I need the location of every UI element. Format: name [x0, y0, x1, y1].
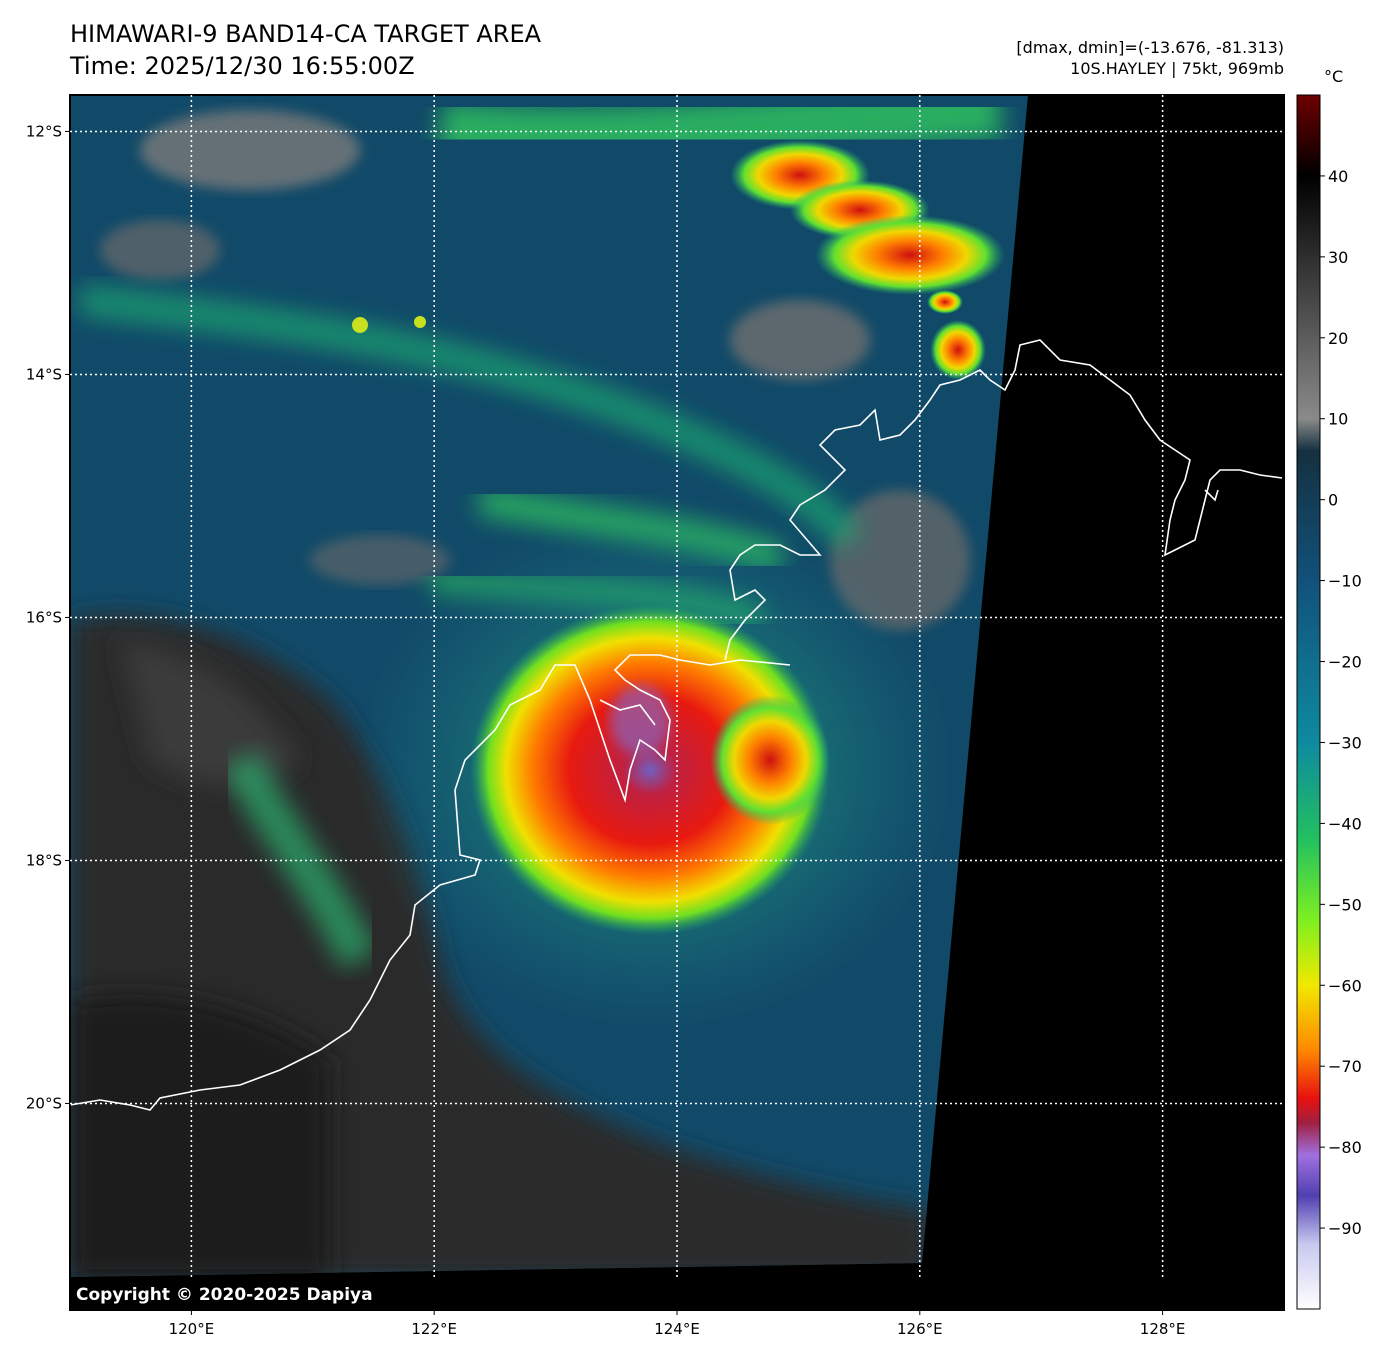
lat-tick-label: 12°S: [26, 122, 62, 140]
lon-tick-label: 122°E: [411, 1320, 457, 1338]
colorbar-tick-label: 10: [1328, 410, 1348, 429]
colorbar-tick-label: −80: [1328, 1138, 1362, 1157]
copyright-text: Copyright © 2020-2025 Dapiya: [76, 1285, 373, 1305]
coastline: [70, 339, 1283, 1111]
figure-time: Time: 2025/12/30 16:55:00Z: [70, 52, 415, 80]
lat-tick-label: 16°S: [26, 608, 62, 626]
storm-info: 10S.HAYLEY | 75kt, 969mb: [1070, 59, 1284, 78]
longitude-ticks: 120°E 122°E 124°E 126°E 128°E: [169, 1310, 1186, 1338]
lat-tick-label: 18°S: [26, 851, 62, 869]
lat-tick-label: 14°S: [26, 365, 62, 383]
lat-tick-label: 20°S: [26, 1094, 62, 1112]
colorbar-tick-label: 0: [1328, 491, 1338, 510]
map-imagery: [70, 95, 1284, 1310]
gridlines: [70, 95, 1284, 1310]
lon-tick-label: 126°E: [897, 1320, 943, 1338]
colorbar-ticks: 40 30 20 10 0 −10 −20 −30 −40 −50 −60 −70 −80 −90: [1320, 167, 1362, 1238]
colorbar-tick-label: 40: [1328, 167, 1348, 186]
colorbar-tick-label: −20: [1328, 653, 1362, 672]
colorbar-tick-label: −30: [1328, 733, 1362, 752]
colorbar-tick-label: −90: [1328, 1219, 1362, 1238]
ir-swath: [70, 95, 1028, 1277]
figure-title: HIMAWARI-9 BAND14-CA TARGET AREA: [70, 20, 542, 48]
latitude-ticks: 12°S 14°S 16°S 18°S 20°S: [26, 122, 70, 1112]
copyright-band: [71, 1280, 1283, 1309]
colorbar-tick-label: −50: [1328, 895, 1362, 914]
lon-tick-label: 120°E: [169, 1320, 215, 1338]
colorbar-tick-label: 30: [1328, 248, 1348, 267]
temperature-range: [dmax, dmin]=(-13.676, -81.313): [1016, 38, 1284, 57]
figure-info: [dmax, dmin]=(-13.676, -81.313) 10S.HAYL…: [1016, 37, 1284, 79]
lon-tick-label: 128°E: [1140, 1320, 1186, 1338]
lon-tick-label: 124°E: [654, 1320, 700, 1338]
colorbar-unit: °C: [1324, 67, 1344, 86]
colorbar-tick-label: 20: [1328, 329, 1348, 348]
colorbar-tick-label: −10: [1328, 572, 1362, 591]
colorbar: [1296, 94, 1321, 1310]
colorbar-tick-label: −70: [1328, 1057, 1362, 1076]
colorbar-tick-label: −40: [1328, 814, 1362, 833]
colorbar-tick-label: −60: [1328, 976, 1362, 995]
